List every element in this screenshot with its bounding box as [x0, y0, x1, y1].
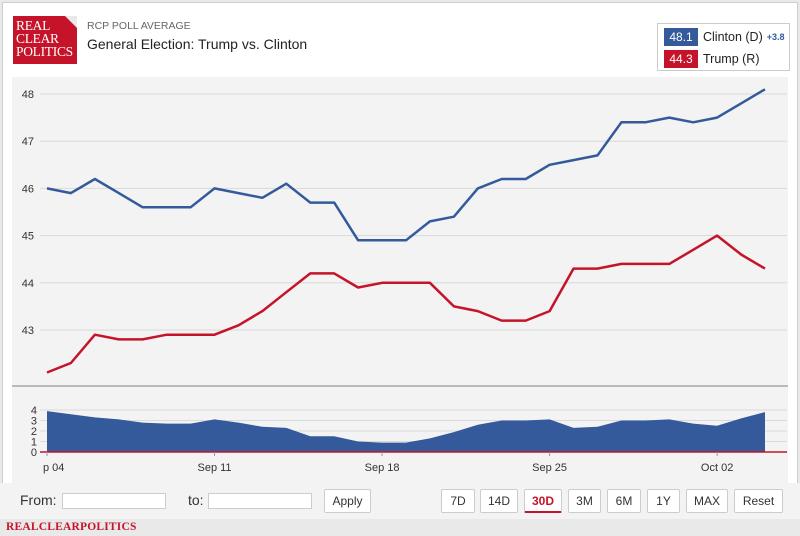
footer-brand: REALCLEARPOLITICS	[6, 521, 137, 533]
to-label: to:	[188, 492, 204, 508]
range-button-max[interactable]: MAX	[686, 489, 728, 513]
spread-y-tick-label: 2	[31, 426, 37, 438]
x-tick-label: Sep 11	[198, 462, 232, 474]
y-tick-label: 48	[22, 89, 34, 101]
x-tick-label: Sep 18	[365, 462, 400, 474]
logo-line-2: CLEAR	[16, 31, 59, 46]
range-button-6m[interactable]: 6M	[607, 489, 641, 513]
legend-item-clinton[interactable]: 48.1 Clinton (D) +3.8	[664, 28, 785, 46]
legend-clinton-label: Clinton (D)	[703, 30, 763, 44]
range-button-1y[interactable]: 1Y	[647, 489, 680, 513]
spread-y-tick-label: 4	[31, 405, 37, 417]
range-button-3m[interactable]: 3M	[568, 489, 601, 513]
x-tick-label: Oct 02	[701, 462, 733, 474]
chart-kicker: RCP POLL AVERAGE	[87, 20, 191, 32]
legend-box: 48.1 Clinton (D) +3.8 44.3 Trump (R)	[657, 23, 790, 71]
series-line-clinton	[46, 88, 766, 242]
spread-area	[47, 411, 765, 452]
logo-line-3: POLITICS	[16, 44, 73, 59]
apply-button[interactable]: Apply	[324, 489, 371, 513]
from-date-input[interactable]	[62, 493, 166, 509]
spread-y-tick-label: 3	[31, 416, 37, 428]
logo-line-1: REAL	[16, 18, 51, 33]
legend-clinton-spread: +3.8	[766, 32, 785, 42]
range-button-7d[interactable]: 7D	[441, 489, 475, 513]
range-button-30d[interactable]: 30D	[524, 489, 562, 513]
logo-fold-corner	[65, 16, 77, 28]
spread-y-tick-label: 1	[31, 437, 37, 449]
range-button-14d[interactable]: 14D	[480, 489, 518, 513]
y-tick-label: 47	[22, 136, 34, 148]
y-tick-label: 43	[22, 325, 34, 337]
to-date-input[interactable]	[208, 493, 312, 509]
legend-item-trump[interactable]: 44.3 Trump (R)	[664, 50, 759, 68]
plot-area	[12, 77, 788, 483]
x-tick-label: p 04	[43, 462, 64, 474]
from-label: From:	[20, 492, 57, 508]
series-line-trump	[46, 234, 766, 374]
spread-y-tick-label: 0	[31, 447, 37, 459]
range-button-reset[interactable]: Reset	[734, 489, 783, 513]
range-controls: From: to: Apply 7D 14D 30D 3M 6M 1Y MAX Reset	[0, 483, 800, 519]
legend-trump-value: 44.3	[664, 50, 698, 68]
x-tick-label: Sep 25	[532, 462, 567, 474]
legend-trump-label: Trump (R)	[703, 52, 760, 66]
y-tick-label: 46	[22, 183, 34, 195]
chart-title: General Election: Trump vs. Clinton	[87, 36, 308, 52]
y-tick-label: 45	[22, 231, 34, 243]
rcp-logo[interactable]: REAL CLEAR POLITICS	[13, 16, 77, 64]
y-tick-label: 44	[22, 278, 34, 290]
legend-clinton-value: 48.1	[664, 28, 698, 46]
